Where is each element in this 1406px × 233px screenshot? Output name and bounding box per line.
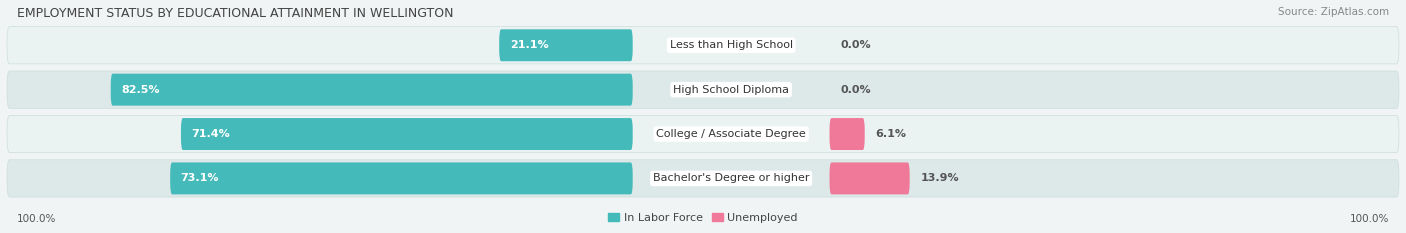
FancyBboxPatch shape (499, 29, 633, 61)
FancyBboxPatch shape (7, 160, 1399, 197)
FancyBboxPatch shape (7, 115, 1399, 153)
FancyBboxPatch shape (7, 27, 1399, 64)
FancyBboxPatch shape (111, 74, 633, 106)
FancyBboxPatch shape (830, 162, 910, 194)
Text: Source: ZipAtlas.com: Source: ZipAtlas.com (1278, 7, 1389, 17)
FancyBboxPatch shape (830, 118, 865, 150)
Text: College / Associate Degree: College / Associate Degree (657, 129, 806, 139)
Text: Bachelor's Degree or higher: Bachelor's Degree or higher (652, 173, 810, 183)
Text: 100.0%: 100.0% (17, 214, 56, 224)
Text: EMPLOYMENT STATUS BY EDUCATIONAL ATTAINMENT IN WELLINGTON: EMPLOYMENT STATUS BY EDUCATIONAL ATTAINM… (17, 7, 453, 20)
Text: 0.0%: 0.0% (841, 85, 870, 95)
Text: 100.0%: 100.0% (1350, 214, 1389, 224)
Text: High School Diploma: High School Diploma (673, 85, 789, 95)
Text: 0.0%: 0.0% (841, 40, 870, 50)
Text: Less than High School: Less than High School (669, 40, 793, 50)
Text: 6.1%: 6.1% (876, 129, 907, 139)
Text: 71.4%: 71.4% (191, 129, 231, 139)
Legend: In Labor Force, Unemployed: In Labor Force, Unemployed (603, 208, 803, 227)
FancyBboxPatch shape (7, 71, 1399, 108)
FancyBboxPatch shape (181, 118, 633, 150)
Text: 13.9%: 13.9% (920, 173, 959, 183)
FancyBboxPatch shape (170, 162, 633, 194)
Text: 21.1%: 21.1% (510, 40, 548, 50)
Text: 82.5%: 82.5% (121, 85, 160, 95)
Text: 73.1%: 73.1% (181, 173, 219, 183)
